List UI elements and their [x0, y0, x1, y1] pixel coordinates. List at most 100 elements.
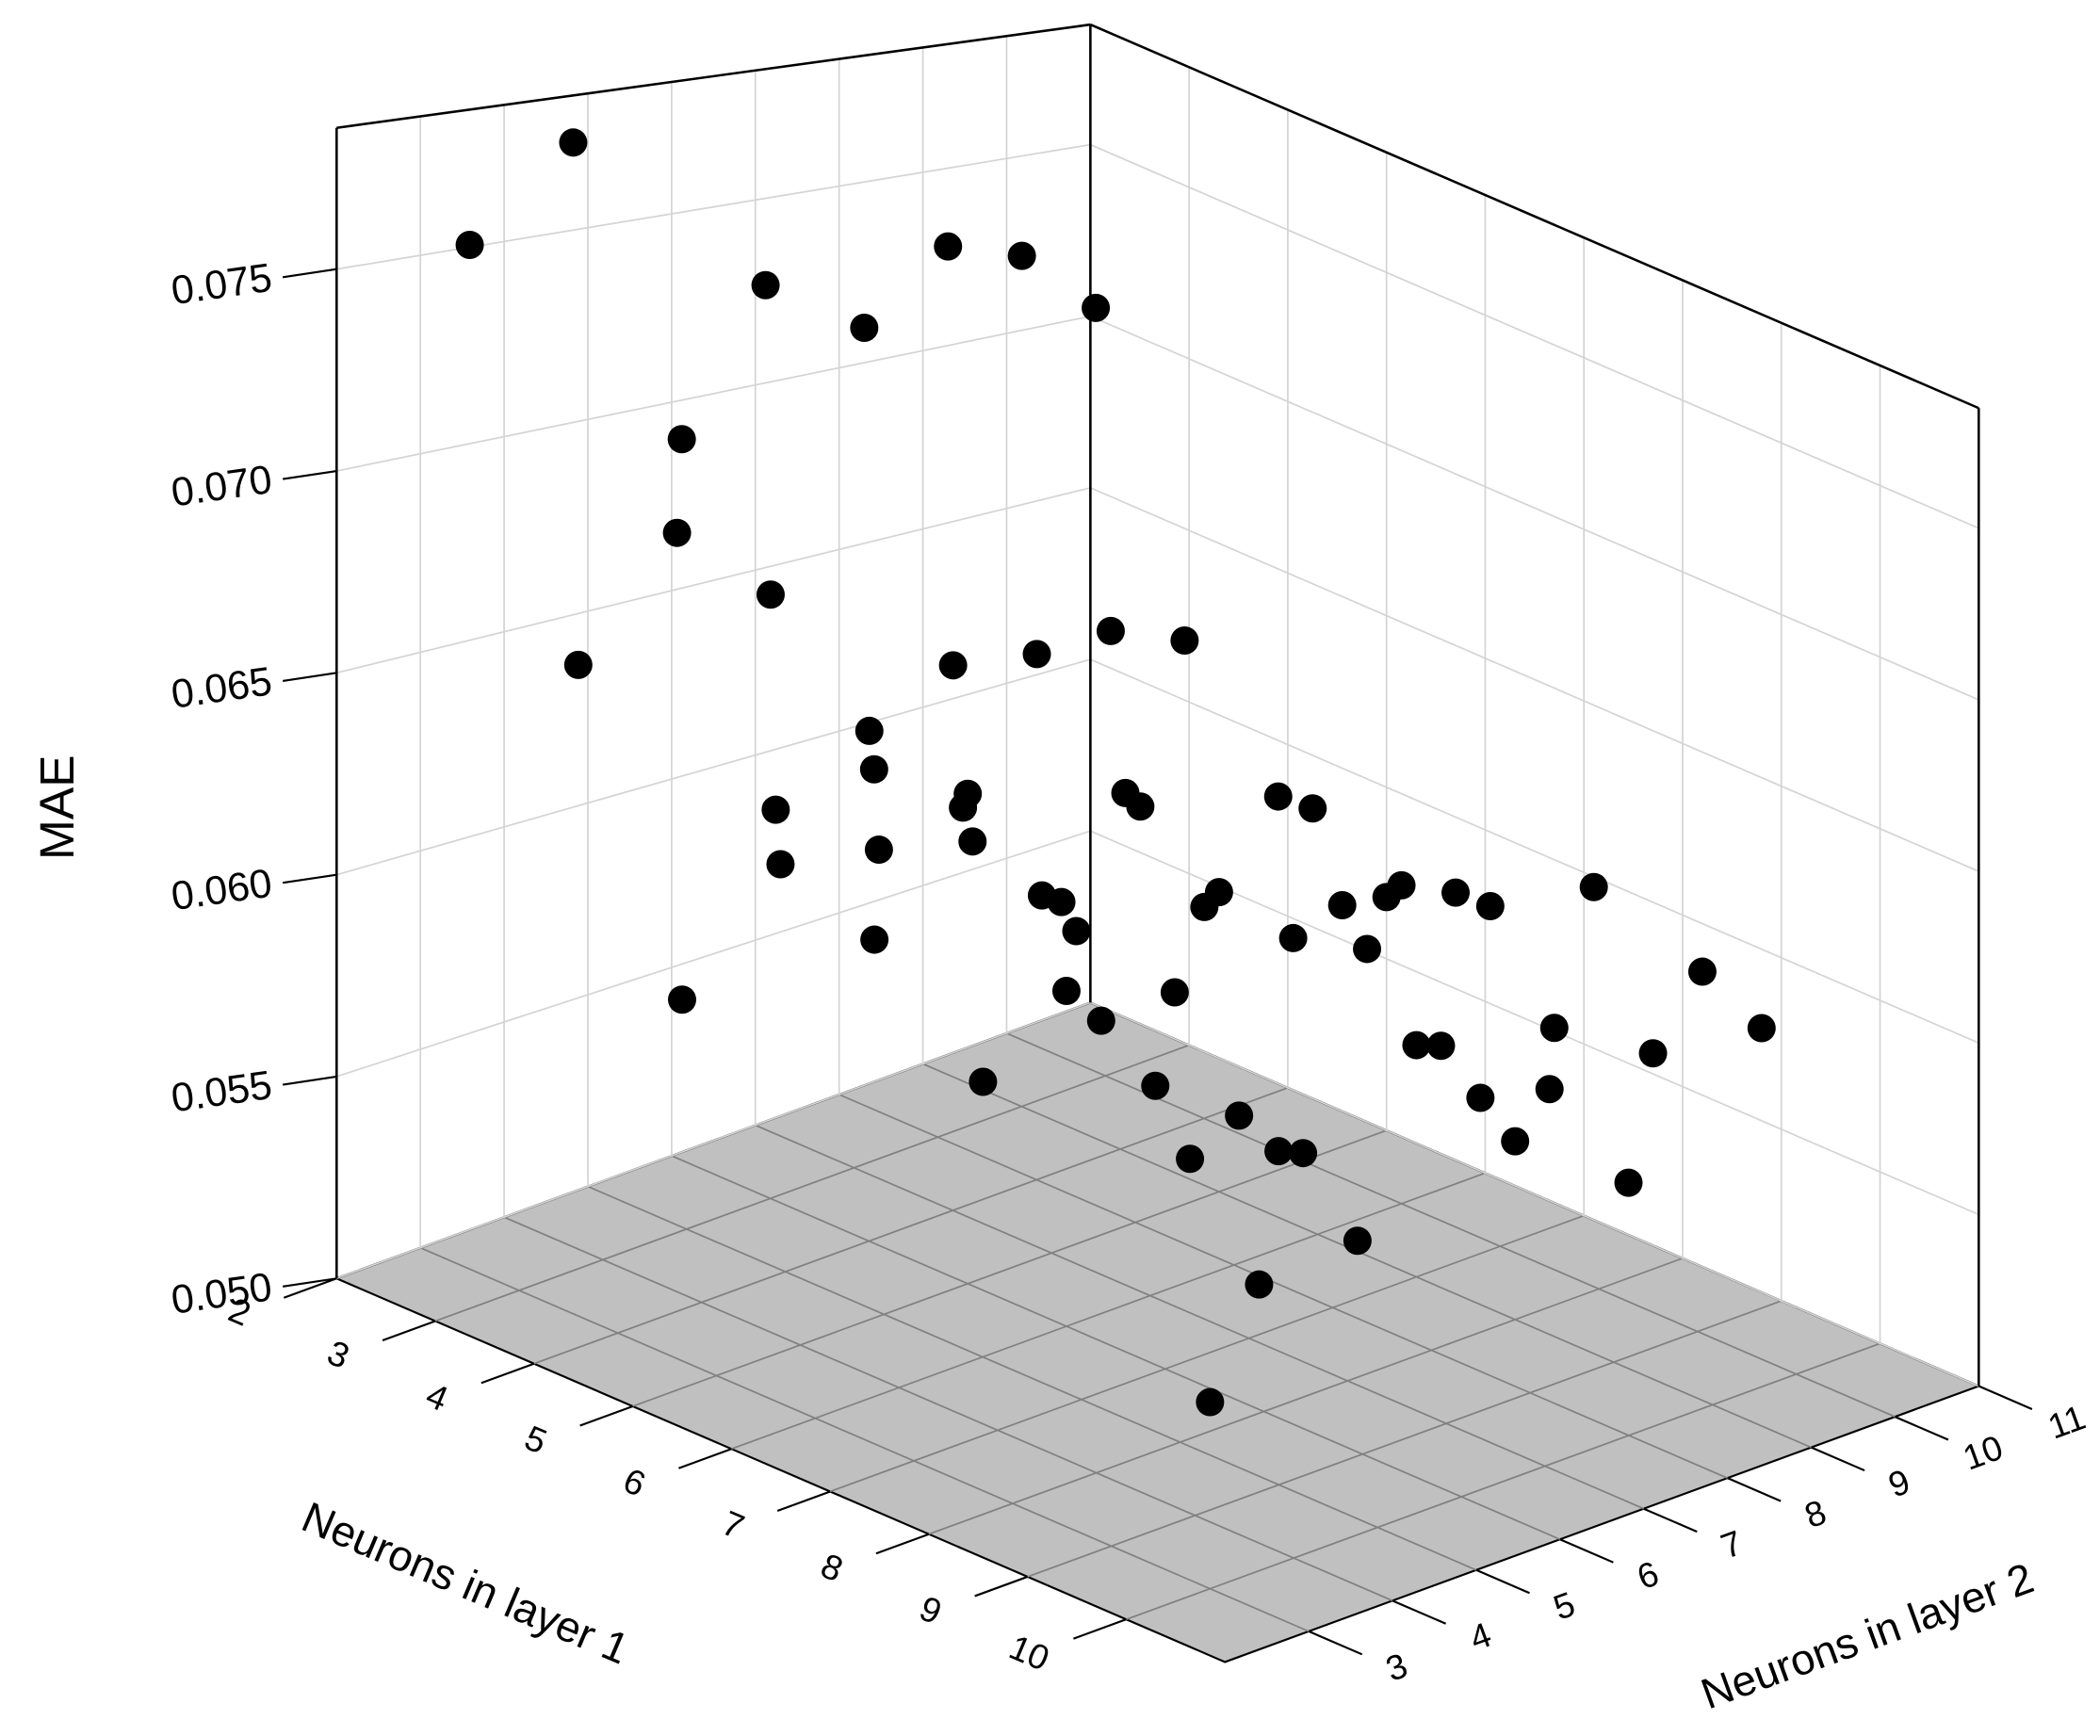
point [1082, 293, 1111, 322]
point [1298, 794, 1327, 823]
point [1579, 872, 1608, 901]
floor-grid-line [632, 1129, 1387, 1407]
point [1353, 934, 1382, 964]
x-tick [678, 1448, 732, 1469]
wall-grid-line [1090, 658, 1979, 1045]
point [934, 232, 963, 261]
y-axis-title: Neurons in layer 2 [1695, 1554, 2040, 1719]
x-tick-label: 5 [519, 1418, 552, 1462]
y-tick-label: 8 [1799, 1492, 1831, 1536]
point [559, 128, 588, 157]
wall-grid-line [336, 658, 1091, 876]
y-tick [1308, 1630, 1363, 1656]
floor-grid-line [587, 1185, 1477, 1571]
x-tick-label: 8 [815, 1545, 848, 1589]
floor-grid-line [731, 1172, 1486, 1451]
floor-grid-line [755, 1124, 1645, 1510]
point [850, 314, 879, 343]
wall-grid-line [336, 143, 1091, 270]
point [1245, 1270, 1274, 1299]
z-tick [282, 268, 337, 279]
floor-grid-line [1027, 1300, 1783, 1578]
y-tick-label: 10 [1958, 1427, 2008, 1478]
point [1539, 1014, 1569, 1043]
point [1204, 878, 1233, 907]
point [1263, 782, 1293, 811]
point [1278, 923, 1308, 952]
x-tick [382, 1320, 436, 1341]
box-edge [1089, 23, 1979, 410]
z-tick [282, 1277, 337, 1288]
point [667, 425, 696, 454]
z-tick-label: 0.050 [169, 1264, 275, 1322]
y-tick-label: 3 [1380, 1645, 1412, 1689]
point [1160, 978, 1189, 1007]
z-tick-label: 0.060 [169, 861, 275, 919]
point [958, 827, 987, 856]
z-axis-title: MAE [29, 754, 84, 859]
point [1747, 1014, 1776, 1043]
point [860, 925, 889, 954]
point [1475, 891, 1505, 920]
point [455, 230, 484, 259]
wall-grid-line [1090, 143, 1979, 529]
point [1225, 1101, 1254, 1130]
point [766, 850, 795, 879]
point [1196, 1387, 1225, 1417]
point [756, 580, 785, 609]
floor-grid-line [838, 1094, 1728, 1479]
wall-grid-line [1090, 830, 1979, 1216]
point [1343, 1226, 1372, 1256]
x-tick [1073, 1618, 1127, 1640]
x-axis-title: Neurons in layer 1 [295, 1493, 635, 1674]
x-tick [974, 1575, 1029, 1598]
wall-grid-line [336, 1001, 1091, 1280]
y-tick [1978, 1385, 2033, 1410]
x-tick-label: 10 [1003, 1627, 1054, 1679]
z-tick-label: 0.065 [169, 658, 275, 717]
point [1466, 1083, 1495, 1112]
point [1170, 626, 1199, 656]
point [1687, 957, 1717, 986]
z-tick-label: 0.075 [169, 255, 275, 314]
y-tick-label: 7 [1716, 1522, 1748, 1566]
wall-grid-line [1090, 1001, 1979, 1387]
x-tick-label: 3 [322, 1332, 355, 1376]
point [1176, 1144, 1205, 1174]
floor-grid-line [928, 1257, 1684, 1535]
point [751, 270, 780, 300]
z-tick [282, 469, 337, 480]
y-tick [1894, 1416, 1949, 1441]
point [1402, 1030, 1431, 1060]
z-tick-label: 0.055 [169, 1063, 275, 1121]
point [1047, 887, 1076, 917]
point [1387, 870, 1416, 900]
y-tick-label: 9 [1883, 1461, 1915, 1505]
point [1535, 1075, 1564, 1104]
x-tick-label: 9 [914, 1588, 947, 1632]
x-tick [283, 1277, 337, 1299]
y-tick [1811, 1446, 1865, 1472]
y-tick-label: 4 [1464, 1614, 1496, 1659]
x-tick-label: 6 [618, 1460, 651, 1504]
point [1327, 890, 1357, 919]
z-tick [282, 873, 337, 884]
z-tick [282, 672, 337, 682]
floor-grid-line [533, 1087, 1289, 1365]
point [864, 836, 893, 865]
y-tick [1559, 1538, 1614, 1564]
x-tick-label: 4 [420, 1375, 453, 1420]
floor-grid-line [922, 1063, 1812, 1449]
wall-grid-line [1090, 487, 1979, 872]
floor-grid-line [434, 1044, 1190, 1322]
wall-grid-line [1090, 315, 1979, 701]
y-tick-label: 5 [1548, 1583, 1580, 1628]
y-tick [1643, 1507, 1698, 1533]
point [761, 795, 790, 824]
point [1007, 241, 1036, 270]
point [1062, 917, 1091, 946]
point [1126, 792, 1155, 821]
x-tick [875, 1533, 930, 1555]
